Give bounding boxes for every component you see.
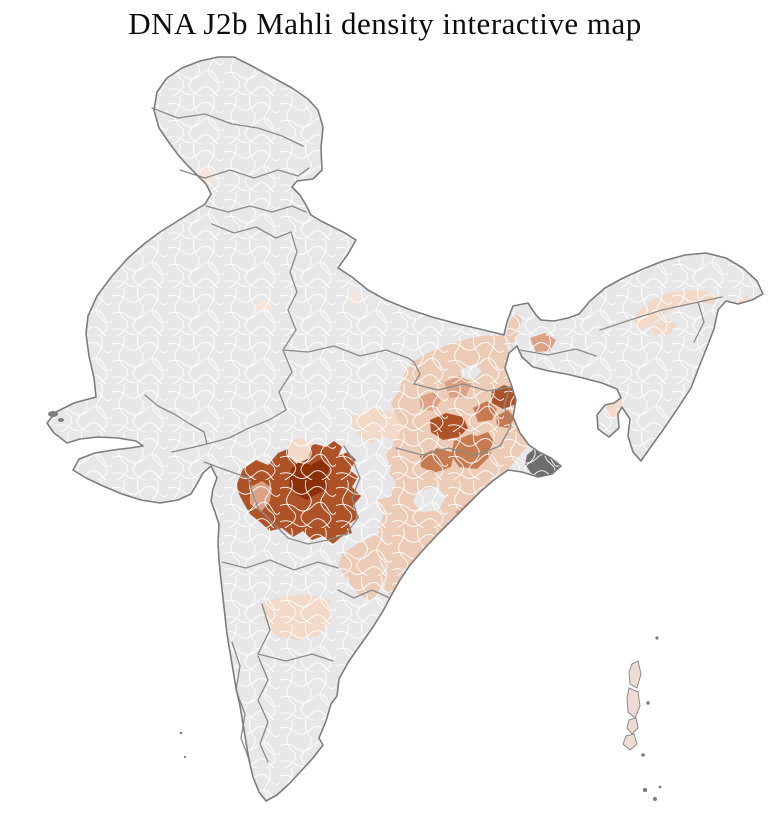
islet <box>58 418 64 422</box>
andaman-nicobar-islands[interactable] <box>622 660 642 751</box>
islet <box>642 787 648 793</box>
island <box>626 717 639 735</box>
map-title: DNA J2b Mahli density interactive map <box>128 6 642 41</box>
islet <box>658 785 662 789</box>
small-islets <box>48 411 662 801</box>
islet <box>48 411 58 417</box>
islet <box>655 636 659 640</box>
state-boundaries <box>144 107 723 763</box>
islet <box>653 797 657 801</box>
islet <box>641 753 645 757</box>
island <box>628 660 642 689</box>
islet <box>179 731 183 735</box>
islet <box>183 755 187 759</box>
islet <box>646 701 650 705</box>
island <box>622 733 638 751</box>
